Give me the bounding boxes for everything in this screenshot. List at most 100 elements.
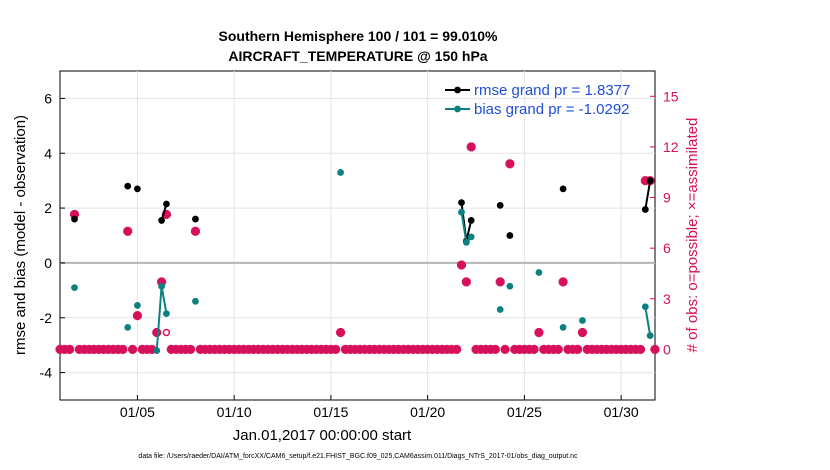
- bias-point: [496, 306, 504, 313]
- cross-diag: [462, 277, 471, 287]
- y-axis-right-label: # of obs: o=possible; ×=assimilated: [684, 118, 701, 353]
- cross-diag: [336, 328, 345, 337]
- y-tick-label-right: 9: [663, 190, 671, 206]
- obs-assimilated-point: [529, 344, 539, 354]
- obs-assimilated-point: [650, 344, 660, 354]
- y-tick-label-left: 4: [44, 145, 52, 161]
- obs-assimilated-point: [495, 277, 505, 287]
- y-tick-label-right: 6: [663, 240, 671, 256]
- series-bias: [71, 169, 654, 355]
- x-tick-label: 01/15: [313, 404, 348, 420]
- obs-assimilated-point: [65, 344, 75, 354]
- legend-label-rmse: rmse grand pr = 1.8377: [474, 82, 630, 99]
- cross-diag: [554, 345, 563, 354]
- x-tick-label: 01/20: [410, 404, 445, 420]
- bias-point: [462, 238, 470, 246]
- y-tick-label-left: 6: [44, 90, 52, 106]
- bias-point: [467, 233, 475, 241]
- cross-diag: [505, 159, 514, 168]
- legend-marker-rmse: [454, 86, 461, 94]
- obs-assimilated-point: [331, 344, 341, 354]
- x-axis-label: Jan.01,2017 00:00:00 start: [233, 427, 412, 444]
- rmse-point: [641, 206, 649, 213]
- x-axis: 01/05 01/10 01/15 01/20 01/25 01/30: [120, 395, 639, 420]
- cross-diag: [529, 345, 539, 354]
- cross-diag: [452, 345, 461, 354]
- cross-diag: [186, 345, 195, 354]
- rmse-point: [192, 215, 199, 223]
- bias-point: [458, 208, 465, 216]
- chart-subtitle: AIRCRAFT_TEMPERATURE @ 150 hPa: [228, 48, 487, 64]
- obs-assimilated-point: [577, 328, 587, 338]
- rmse-point: [124, 182, 132, 190]
- rmse-point: [646, 177, 654, 185]
- cross-diag: [467, 142, 476, 152]
- rmse-point: [496, 201, 504, 209]
- rmse-point: [458, 199, 465, 207]
- bias-point: [153, 347, 161, 355]
- series-obs-assimilated: [55, 142, 660, 354]
- obs-assimilated-point: [505, 159, 515, 169]
- obs-assimilated-point: [635, 344, 645, 354]
- cross-diag: [123, 227, 132, 236]
- obs-assimilated-point: [457, 260, 467, 270]
- plot-frame: [59, 70, 656, 401]
- cross-diag: [578, 328, 587, 337]
- rmse-point: [559, 185, 567, 193]
- y-tick-label-left: -4: [40, 365, 53, 381]
- cross-diag: [650, 345, 660, 354]
- bias-point: [559, 323, 567, 331]
- legend-label-bias: bias grand pr = -1.0292: [474, 101, 630, 118]
- cross-diag: [331, 345, 340, 354]
- obs-assimilated-point: [461, 277, 471, 287]
- chart-title: Southern Hemisphere 100 / 101 = 99.010%: [219, 28, 499, 44]
- cross-diag: [558, 277, 568, 287]
- obs-possible-point: [162, 328, 171, 337]
- x-tick-label: 01/10: [217, 404, 252, 420]
- y-tick-label-right: 12: [663, 139, 679, 155]
- obs-assimilated-point: [152, 328, 162, 338]
- obs-assimilated-point: [558, 277, 568, 287]
- obs-assimilated-point: [132, 311, 142, 321]
- bias-point: [535, 269, 543, 276]
- cross-diag: [534, 328, 544, 337]
- obs-assimilated-point: [336, 328, 346, 338]
- y-axis-left-label: rmse and bias (model - observation): [12, 115, 29, 355]
- bias-line: [155, 286, 168, 351]
- obs-assimilated-point: [553, 344, 563, 354]
- bias-point: [133, 302, 141, 309]
- cross-diag: [500, 345, 510, 354]
- footer-data-file: data file: /Users/raeder/DAI/ATM_forcXX/…: [138, 453, 578, 460]
- series-rmse: [71, 177, 654, 245]
- cross-diag: [573, 345, 582, 354]
- y-axis-left: -4 -2 0 2 4 6: [40, 90, 65, 381]
- cross-diag: [191, 227, 200, 236]
- bias-point: [646, 332, 654, 339]
- rmse-point: [506, 232, 514, 239]
- legend: rmse grand pr = 1.8377 bias grand pr = -1…: [445, 82, 630, 118]
- cross-diag: [457, 260, 466, 270]
- x-tick-label: 01/30: [604, 404, 639, 420]
- bias-point: [158, 282, 165, 290]
- x-tick-label: 01/25: [507, 404, 542, 420]
- y-tick-label-left: -2: [40, 310, 53, 326]
- y-tick-label-left: 0: [44, 255, 52, 271]
- bias-point: [124, 323, 132, 331]
- obs-assimilated-point: [128, 344, 138, 354]
- cross-diag: [636, 345, 645, 354]
- obs-assimilated-point: [466, 142, 476, 152]
- x-tick-label: 01/05: [120, 404, 155, 420]
- obs-assimilated-point: [534, 328, 544, 338]
- bias-point: [71, 284, 78, 291]
- rmse-point: [163, 200, 170, 208]
- bias-line: [644, 306, 652, 336]
- y-tick-label-right: 15: [663, 88, 679, 104]
- obs-assimilated-point: [186, 344, 196, 354]
- bias-point: [192, 297, 199, 305]
- cross-diag: [496, 277, 505, 287]
- cross-diag: [118, 345, 128, 354]
- rmse-point: [71, 215, 78, 223]
- bias-point: [641, 303, 649, 311]
- bias-point: [506, 282, 514, 290]
